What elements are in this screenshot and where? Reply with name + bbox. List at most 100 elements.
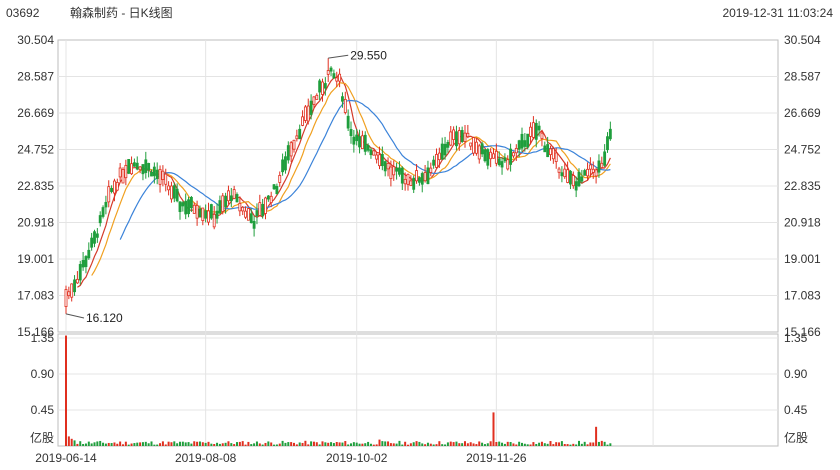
candlestick xyxy=(306,98,310,125)
candlestick xyxy=(229,187,233,208)
volume-unit-right: 亿股 xyxy=(784,430,808,445)
candlestick xyxy=(178,201,182,220)
candlestick xyxy=(309,94,313,120)
price-tick-left: 30.504 xyxy=(17,33,54,47)
candlestick xyxy=(546,136,550,158)
grid-lines xyxy=(57,39,779,447)
candlestick xyxy=(93,229,96,248)
candlesticks xyxy=(64,58,612,314)
candlestick xyxy=(255,203,259,225)
candlestick xyxy=(386,157,390,177)
candlestick xyxy=(121,167,125,184)
volume-bar xyxy=(307,444,310,446)
volume-bar xyxy=(310,441,313,446)
candlestick xyxy=(349,121,353,144)
volume-bar xyxy=(523,443,526,446)
candlestick xyxy=(315,93,319,100)
ma20-line xyxy=(119,99,611,240)
volume-bar xyxy=(398,440,401,446)
volume-bar xyxy=(295,444,298,446)
volume-bar xyxy=(575,444,578,446)
candlestick xyxy=(503,153,507,164)
volume-bar xyxy=(173,441,176,446)
price-tick-left: 17.083 xyxy=(17,289,54,303)
candlestick xyxy=(400,166,404,190)
candlestick xyxy=(252,215,256,237)
volume-bar xyxy=(563,444,566,446)
candlestick xyxy=(369,147,373,159)
chart-title: 翰森制药 - 日K线图 xyxy=(70,5,173,20)
candlestick xyxy=(466,124,470,139)
candlestick xyxy=(258,194,262,216)
volume-bar xyxy=(512,443,515,446)
candlestick xyxy=(87,242,91,260)
volume-bar xyxy=(190,443,193,446)
candlestick xyxy=(509,143,513,172)
candlestick xyxy=(221,193,225,215)
candlestick xyxy=(104,195,108,215)
price-tick-left: 19.001 xyxy=(17,252,54,266)
candlestick xyxy=(577,168,581,188)
volume-bar xyxy=(546,443,549,446)
volume-bar xyxy=(441,444,444,446)
candlestick xyxy=(429,162,433,177)
candlestick xyxy=(141,164,145,181)
price-tick-left: 26.669 xyxy=(17,106,54,120)
axis-labels: 30.504 30.504 28.587 28.587 26.669 26.669 24.7… xyxy=(17,33,821,465)
date-tick: 2019-10-02 xyxy=(326,451,388,465)
candlestick xyxy=(497,151,501,167)
volume-bar xyxy=(338,442,341,446)
volume-bar xyxy=(549,441,552,446)
volume-bar xyxy=(367,441,370,446)
volume-tick-left: 1.35 xyxy=(31,331,55,345)
candlestick xyxy=(460,126,464,144)
volume-bar xyxy=(102,442,105,446)
volume-bar xyxy=(344,441,347,446)
volume-bar xyxy=(606,444,609,446)
candlestick xyxy=(574,176,578,198)
candlestick xyxy=(284,151,287,174)
candlestick xyxy=(520,127,524,153)
candlestick xyxy=(463,125,467,148)
candlestick xyxy=(218,195,222,215)
volume-bar xyxy=(555,442,558,446)
candlestick xyxy=(115,178,119,191)
candlestick xyxy=(358,129,361,154)
volume-bar xyxy=(124,441,127,446)
volume-bar xyxy=(267,441,270,446)
volume-panel-frame xyxy=(57,333,779,447)
candlestick xyxy=(261,198,265,219)
candlestick xyxy=(543,141,547,153)
candlestick xyxy=(289,140,293,163)
volume-bar xyxy=(435,444,438,446)
volume-bar xyxy=(464,441,466,446)
volume-bar xyxy=(478,441,481,446)
volume-bar xyxy=(201,442,204,446)
volume-bar xyxy=(415,441,418,446)
candlestick xyxy=(266,194,270,202)
price-tick-left: 24.752 xyxy=(17,143,54,157)
volume-bar xyxy=(107,442,110,446)
candlestick xyxy=(608,121,612,141)
volume-bar xyxy=(558,442,561,446)
volume-bar xyxy=(79,441,82,446)
date-tick: 2019-11-26 xyxy=(466,451,527,465)
candlestick xyxy=(489,148,493,168)
volume-bar xyxy=(481,442,484,446)
candlestick xyxy=(158,165,162,193)
candlestick xyxy=(417,176,421,186)
volume-bar xyxy=(255,441,258,446)
candlestick xyxy=(295,129,299,142)
candlestick xyxy=(435,148,438,169)
candlestick xyxy=(98,211,102,227)
volume-bar xyxy=(407,444,409,446)
volume-bar xyxy=(387,441,390,446)
volume-bar xyxy=(84,443,87,446)
candlestick xyxy=(420,171,424,193)
volume-bar xyxy=(540,441,543,446)
candlestick xyxy=(449,126,453,147)
candlestick xyxy=(264,196,267,220)
volume-bar xyxy=(566,444,569,446)
candlestick xyxy=(554,147,558,169)
price-tick-right: 20.918 xyxy=(784,216,821,230)
